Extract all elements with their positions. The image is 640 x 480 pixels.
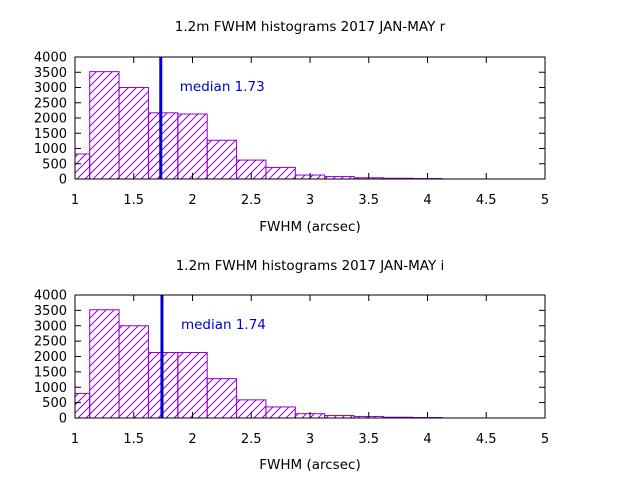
x-tick-label: 1.5 (123, 193, 144, 208)
x-tick-label: 2.5 (241, 193, 262, 208)
y-tick-label: 500 (42, 396, 67, 411)
histogram-bar (206, 139, 238, 180)
histogram-panel-i: 1.2m FWHM histograms 2017 JAN-MAY i medi… (34, 258, 549, 473)
median-annotation: median 1.74 (181, 317, 266, 333)
y-tick-label: 500 (42, 157, 67, 172)
histogram-bar (147, 112, 179, 180)
x-tick-label: 1 (71, 432, 79, 447)
histogram-bar (265, 406, 296, 419)
y-tick-label: 1000 (34, 381, 67, 396)
y-tick-label: 4000 (34, 289, 67, 304)
x-tick-label: 2 (188, 432, 196, 447)
median-layer: median 1.73 (159, 57, 265, 179)
x-axis-label: FWHM (arcsec) (259, 457, 360, 473)
x-tick-label: 2 (188, 193, 196, 208)
y-tick-label: 3500 (34, 304, 67, 319)
x-tick-label: 4 (423, 432, 431, 447)
histogram-bar (177, 352, 208, 419)
histogram-bar (265, 166, 296, 180)
x-tick-label: 3.5 (358, 432, 379, 447)
y-tick-label: 2000 (34, 350, 67, 365)
x-tick-label: 3 (306, 432, 314, 447)
y-tick-label: 0 (59, 412, 67, 427)
y-tick-label: 4000 (34, 51, 67, 66)
x-tick-label: 1 (71, 193, 79, 208)
x-tick-label: 3 (306, 193, 314, 208)
histogram-bar (118, 325, 149, 419)
y-tick-label: 3000 (34, 319, 67, 334)
x-tick-label: 4.5 (476, 432, 497, 447)
x-tick-label: 4 (423, 193, 431, 208)
y-tick-label: 1500 (34, 127, 67, 142)
histogram-bar (74, 392, 91, 419)
x-tick-label: 5 (541, 432, 549, 447)
x-axis-label: FWHM (arcsec) (259, 219, 360, 235)
y-tick-label: 2500 (34, 96, 67, 111)
histogram-bar (118, 87, 149, 180)
x-tick-label: 4.5 (476, 193, 497, 208)
histogram-bar (74, 153, 91, 180)
x-tick-label: 5 (541, 193, 549, 208)
chart-title: 1.2m FWHM histograms 2017 JAN-MAY r (175, 19, 446, 35)
y-tick-label: 3500 (34, 66, 67, 81)
histogram-bar (177, 113, 208, 180)
x-tick-label: 2.5 (241, 432, 262, 447)
y-tick-label: 2000 (34, 112, 67, 127)
x-tick-label: 1.5 (123, 432, 144, 447)
y-tick-label: 2500 (34, 335, 67, 350)
median-annotation: median 1.73 (180, 79, 265, 95)
histogram-bar (89, 71, 120, 180)
y-tick-label: 1000 (34, 142, 67, 157)
y-tick-label: 3000 (34, 81, 67, 96)
histogram-panel-r: 1.2m FWHM histograms 2017 JAN-MAY r medi… (34, 19, 549, 235)
median-layer: median 1.74 (160, 295, 266, 418)
y-tick-label: 1500 (34, 365, 67, 380)
chart-title: 1.2m FWHM histograms 2017 JAN-MAY i (176, 258, 445, 274)
histogram-bar (89, 309, 120, 419)
bars-layer (74, 71, 443, 180)
x-tick-label: 3.5 (358, 193, 379, 208)
y-tick-label: 0 (59, 173, 67, 188)
histogram-bar (206, 378, 238, 419)
